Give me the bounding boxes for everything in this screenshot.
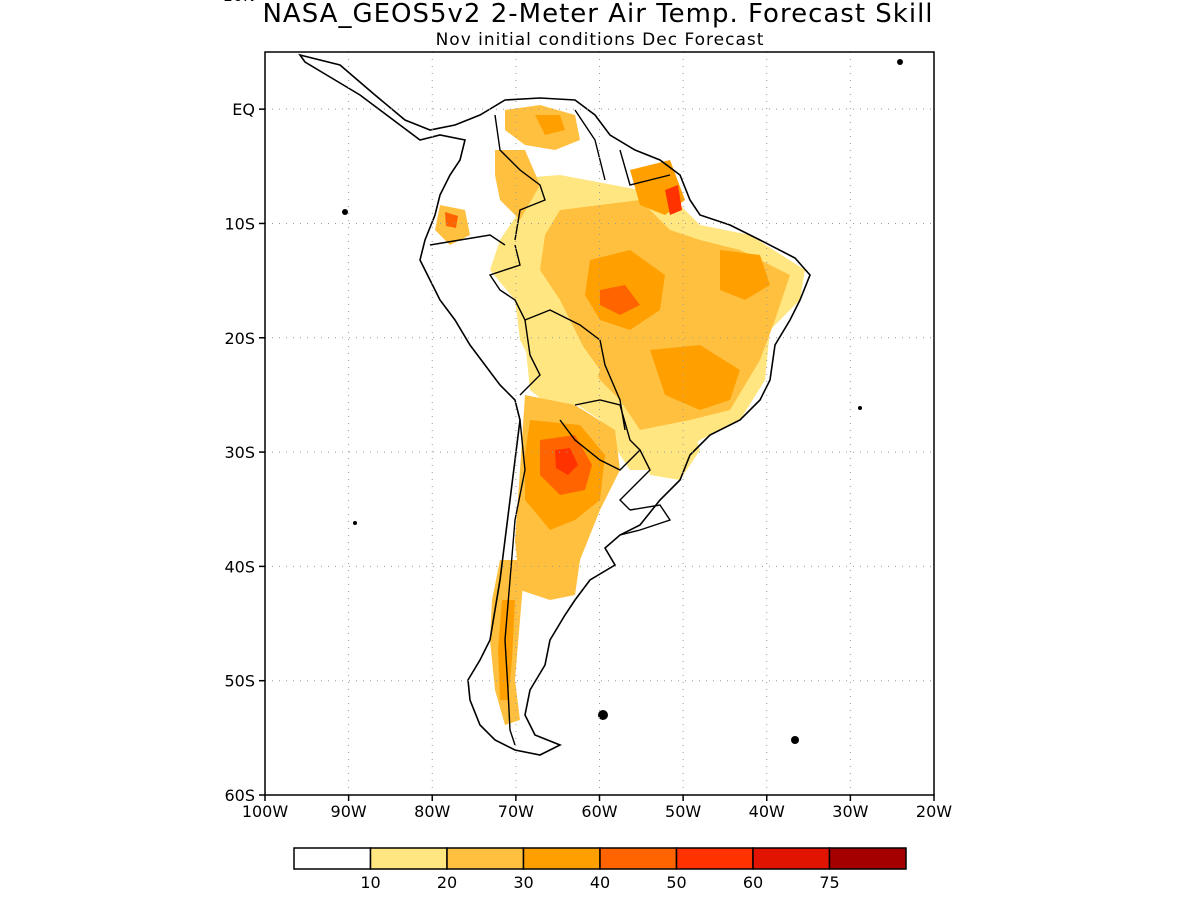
colorbar-label: 20 (437, 873, 457, 892)
lon-axis: 100W 90W 80W 70W 60W 50W 40W 30W 20W (242, 795, 952, 821)
border-venezuela-guyana (574, 109, 606, 181)
shade-brazil-orange2 (650, 345, 740, 410)
lon-tick-label: 20W (916, 802, 952, 821)
lat-tick-label: 10S (224, 214, 255, 233)
colorbar-swatch (599, 847, 678, 870)
shade-brazil-red (600, 285, 640, 315)
colorbar-label: 75 (819, 873, 839, 892)
colorbar-swatch (675, 847, 754, 870)
lat-tick-label: 20S (224, 329, 255, 348)
lat-tick-label: 50S (224, 672, 255, 691)
border-colombia-venezuela (494, 114, 546, 241)
shade-bolivia (525, 335, 600, 410)
colorbar: 10 20 30 40 50 60 75 (293, 847, 907, 892)
shade-ecuador-red (445, 212, 458, 228)
lat-tick-label: 30S (224, 443, 255, 462)
shade-colombia (495, 150, 540, 220)
shade-se-brazil (640, 420, 700, 480)
colorbar-swatch (369, 847, 448, 870)
colorbar-label: 50 (666, 873, 686, 892)
skill-shading (435, 105, 805, 725)
shade-chaco-core (555, 448, 578, 475)
colorbar-label: 30 (513, 873, 533, 892)
lon-tick-label: 70W (498, 802, 534, 821)
lon-tick-label: 100W (242, 802, 289, 821)
lat-tick-label: 10N (223, 0, 255, 5)
border-peru-bolivia (519, 319, 541, 396)
country-borders (429, 109, 672, 746)
lat-axis: 10N EQ 10S 20S 30S 40S 50S 60S (223, 0, 265, 805)
colorbar-label: 40 (590, 873, 610, 892)
lat-tick-label: EQ (232, 100, 255, 119)
lon-tick-label: 40W (749, 802, 785, 821)
border-brazil-north (488, 244, 601, 341)
colorbar-swatch (293, 847, 372, 870)
border-chile-argentina (504, 419, 526, 746)
lon-tick-label: 50W (665, 802, 701, 821)
colorbar-swatch (752, 847, 831, 870)
lon-tick-label: 30W (832, 802, 868, 821)
border-guianas (619, 149, 671, 186)
map-subtitle: Nov initial conditions Dec Forecast (436, 30, 765, 50)
lat-tick-label: 60S (224, 786, 255, 805)
south-america-coastline (298, 53, 811, 756)
colorbar-label: 60 (743, 873, 763, 892)
colorbar-label: 10 (360, 873, 380, 892)
shade-amapa-red (665, 185, 682, 215)
islands (342, 59, 903, 744)
map-grid (265, 52, 934, 795)
shade-venezuela-orange (535, 115, 565, 135)
border-uruguay (619, 504, 672, 536)
colorbar-swatch (522, 847, 601, 870)
map-panel: 100W 90W 80W 70W 60W 50W 40W 30W 20W 10N EQ 10S 20S… (223, 0, 953, 821)
border-ecuador-peru (429, 234, 506, 246)
colorbar-swatch (446, 847, 525, 870)
lat-tick-label: 40S (224, 557, 255, 576)
lon-tick-label: 90W (331, 802, 367, 821)
shade-chile-orange (498, 600, 515, 700)
map-title: NASA_GEOS5v2 2-Meter Air Temp. Forecast … (262, 0, 933, 29)
border-argentina-brazil (619, 449, 651, 511)
colorbar-swatch (828, 847, 907, 870)
lon-tick-label: 80W (414, 802, 450, 821)
shade-brazil-orange3 (720, 250, 770, 300)
lon-tick-label: 60W (581, 802, 617, 821)
